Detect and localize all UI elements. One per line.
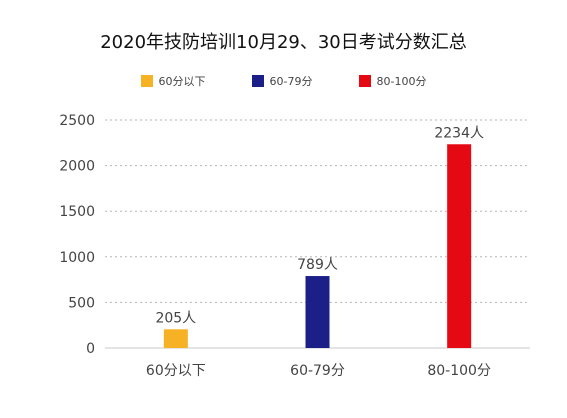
y-tick-label: 1000 bbox=[59, 250, 95, 266]
x-tick-label: 60-79分 bbox=[290, 363, 345, 379]
legend-label-60-79: 60-79分 bbox=[269, 75, 313, 88]
bar bbox=[305, 276, 330, 348]
x-tick-label: 80-100分 bbox=[427, 363, 491, 379]
y-tick-label: 1500 bbox=[59, 204, 95, 220]
legend-item-60-79: 60-79分 bbox=[251, 73, 313, 89]
y-tick-label: 0 bbox=[86, 341, 95, 357]
data-label: 789人 bbox=[297, 257, 338, 273]
legend-swatch-80-100 bbox=[358, 75, 371, 87]
y-tick-label: 2000 bbox=[59, 159, 95, 175]
bar bbox=[447, 144, 472, 348]
legend: 60分以下 60-79分 80-100分 bbox=[0, 73, 567, 89]
legend-label-80-100: 80-100分 bbox=[376, 75, 427, 88]
legend-swatch-below-60 bbox=[140, 75, 153, 87]
legend-label-below-60: 60分以下 bbox=[158, 75, 206, 88]
legend-item-80-100: 80-100分 bbox=[358, 73, 427, 89]
y-tick-label: 2500 bbox=[59, 113, 95, 129]
data-label: 205人 bbox=[155, 310, 196, 326]
data-label: 2234人 bbox=[434, 125, 484, 141]
legend-item-below-60: 60分以下 bbox=[140, 73, 206, 89]
legend-swatch-60-79 bbox=[251, 75, 264, 87]
chart-title: 2020年技防培训10月29、30日考试分数汇总 bbox=[100, 32, 467, 53]
y-tick-label: 500 bbox=[68, 295, 95, 311]
bar bbox=[163, 329, 188, 348]
x-tick-label: 60分以下 bbox=[146, 363, 206, 379]
